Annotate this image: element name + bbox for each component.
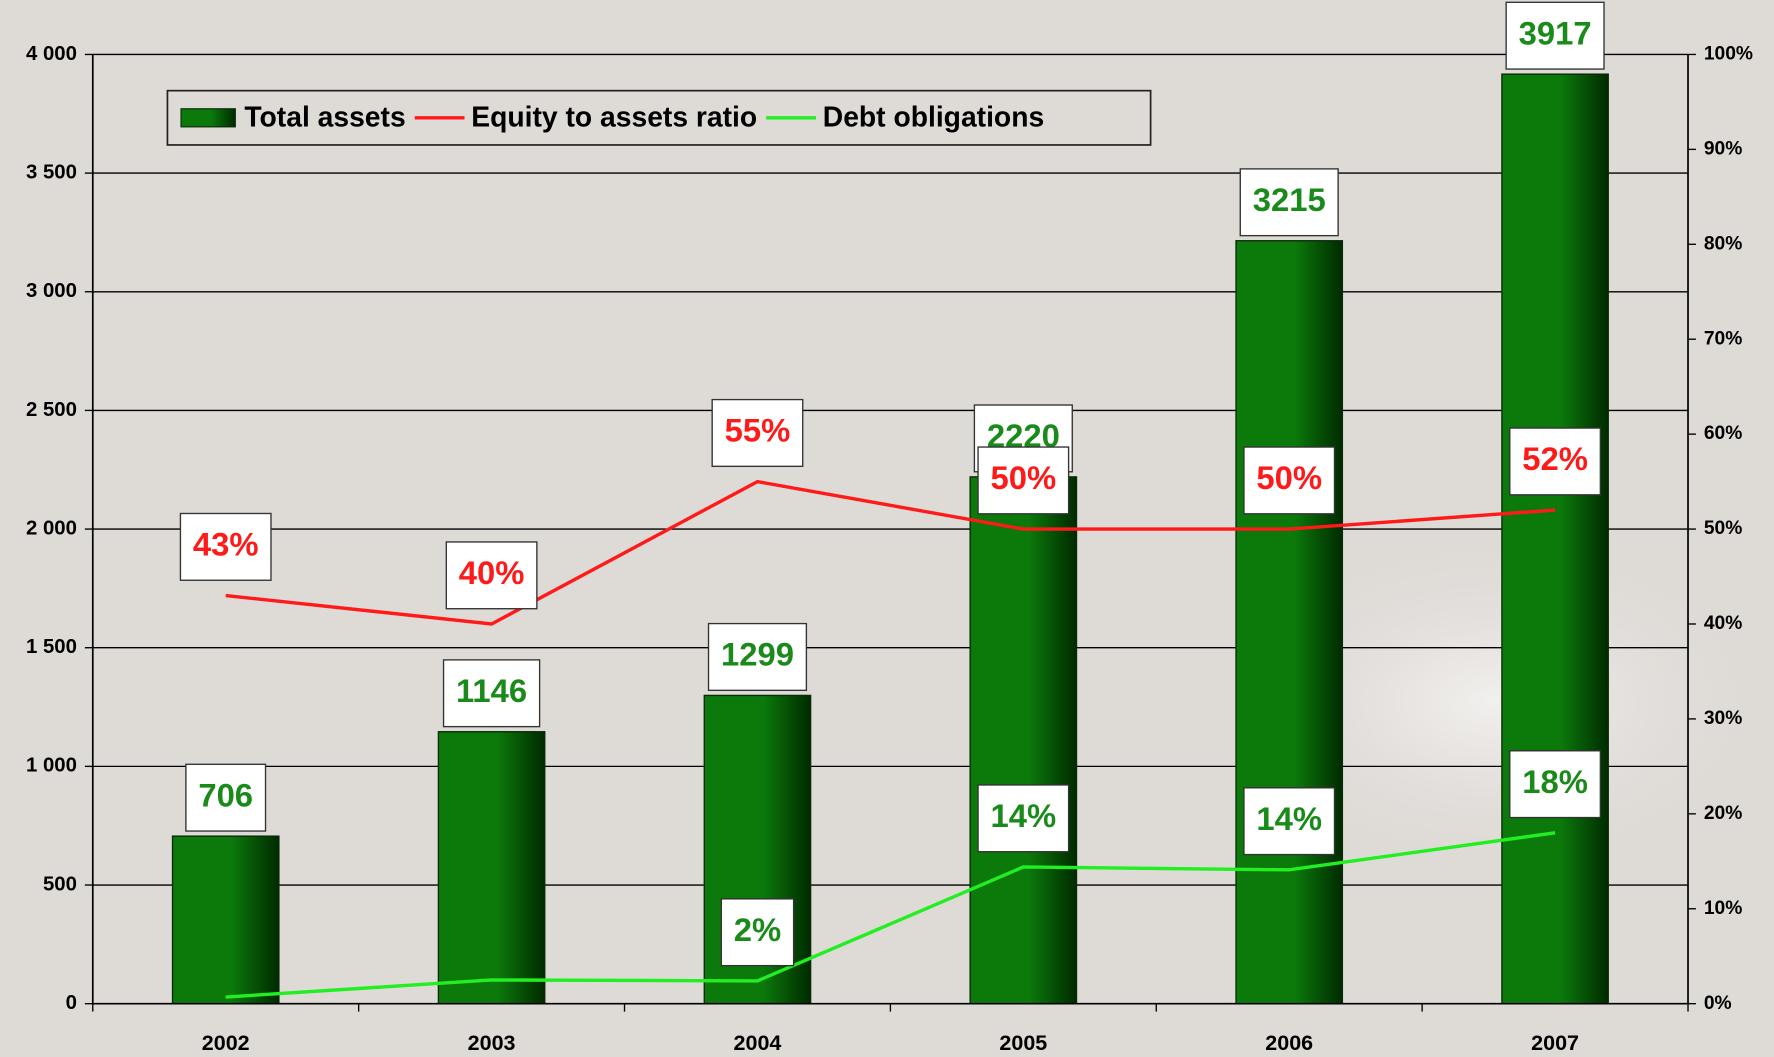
y2-tick-label: 60% [1704, 423, 1742, 444]
y-tick-label: 0 [66, 992, 77, 1014]
y-tick-label: 2 500 [26, 399, 77, 421]
bar [1502, 74, 1608, 1004]
bar [173, 836, 279, 1004]
y2-tick-label: 50% [1704, 518, 1742, 539]
y2-tick-label: 100% [1704, 44, 1753, 65]
y2-tick-label: 0% [1704, 993, 1732, 1014]
data-label: 50% [1256, 459, 1322, 496]
legend-swatch [181, 109, 235, 127]
x-tick-label: 2003 [468, 1031, 516, 1055]
y2-tick-label: 20% [1704, 803, 1742, 824]
data-label: 14% [991, 797, 1057, 834]
y-tick-label: 1 000 [26, 755, 77, 777]
y2-tick-label: 40% [1704, 613, 1742, 634]
y2-tick-label: 10% [1704, 898, 1742, 919]
y-tick-label: 2 000 [26, 517, 77, 539]
bar [970, 477, 1076, 1004]
data-label: 1146 [456, 672, 527, 709]
chart: 7061146129922203215391743%40%55%50%50%52… [0, 0, 1774, 1057]
y2-tick-label: 80% [1704, 233, 1742, 254]
data-label: 3215 [1253, 181, 1326, 218]
y2-tick-label: 70% [1704, 328, 1742, 349]
data-label: 2% [734, 911, 781, 948]
data-label: 14% [1256, 800, 1322, 837]
legend-label: Debt obligations [823, 100, 1044, 132]
y-tick-label: 3 500 [26, 161, 77, 183]
data-label: 50% [991, 459, 1057, 496]
x-tick-label: 2004 [734, 1031, 782, 1055]
x-tick-label: 2007 [1531, 1031, 1579, 1055]
data-label: 55% [725, 412, 791, 449]
data-label: 706 [198, 776, 253, 813]
y2-tick-label: 90% [1704, 138, 1742, 159]
y-tick-label: 3 000 [26, 280, 77, 302]
bar [438, 732, 544, 1004]
bar [1236, 241, 1342, 1004]
data-label: 43% [193, 526, 259, 563]
data-label: 40% [459, 554, 525, 591]
y-tick-label: 1 500 [26, 636, 77, 658]
data-label: 52% [1522, 440, 1588, 477]
data-label: 3917 [1519, 14, 1592, 51]
y2-tick-label: 30% [1704, 708, 1742, 729]
x-tick-label: 2005 [999, 1031, 1047, 1055]
x-tick-label: 2006 [1265, 1031, 1313, 1055]
x-tick-label: 2002 [202, 1031, 250, 1055]
y-tick-label: 4 000 [26, 43, 77, 65]
legend-label: Equity to assets ratio [471, 100, 757, 132]
y-tick-label: 500 [43, 873, 77, 895]
page: 7061146129922203215391743%40%55%50%50%52… [0, 0, 1774, 1057]
data-label: 18% [1522, 763, 1588, 800]
data-label: 1299 [721, 636, 794, 673]
legend-label: Total assets [244, 100, 405, 132]
